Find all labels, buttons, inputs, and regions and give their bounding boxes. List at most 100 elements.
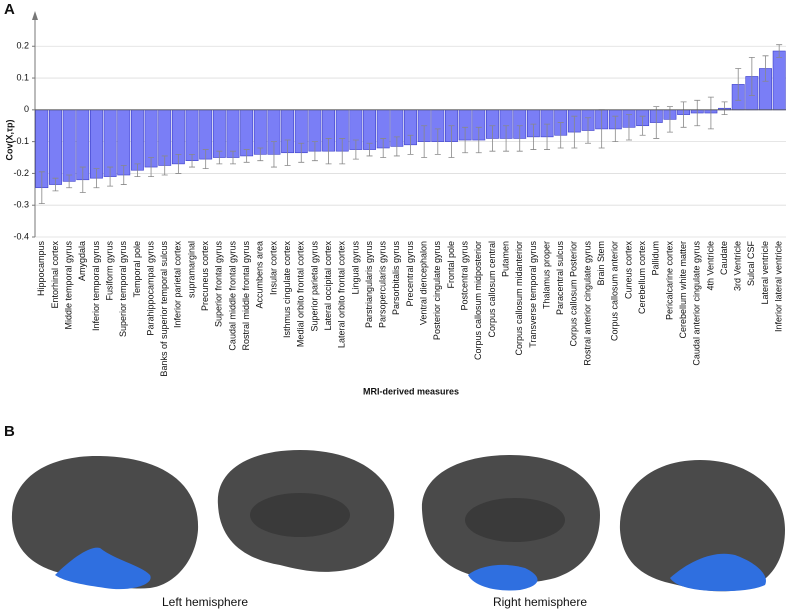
- x-tick-label: Lingual gyrus: [350, 241, 360, 295]
- x-tick-label: Caudate: [719, 241, 729, 275]
- x-tick-label: Cerebellum white matter: [678, 241, 688, 339]
- error-bar: [434, 128, 441, 155]
- x-tick-label: Brain Stem: [596, 241, 606, 286]
- x-tick-label: Thalamus proper: [541, 241, 551, 309]
- error-bar: [175, 153, 182, 174]
- error-bar: [229, 150, 236, 165]
- error-bar: [284, 139, 291, 166]
- caption: Right hemisphere: [493, 595, 587, 609]
- error-bar: [407, 134, 414, 155]
- error-bar: [694, 99, 701, 127]
- error-bar: [721, 101, 728, 116]
- x-tick-label: Accumbens area: [255, 241, 265, 309]
- x-tick-label: Putamen: [500, 241, 510, 277]
- x-tick-label: Amygdala: [77, 241, 87, 281]
- bar: [772, 50, 786, 111]
- error-bar: [93, 168, 100, 189]
- error-bar: [120, 165, 127, 185]
- y-tick-label: -0.2: [13, 168, 29, 178]
- error-bar: [707, 96, 714, 130]
- error-bar: [366, 142, 373, 157]
- error-bar: [52, 177, 59, 192]
- brain-region: [468, 564, 538, 591]
- bar: [226, 109, 240, 158]
- bar: [103, 109, 117, 177]
- x-tick-label: Parsorbitalis gyrus: [391, 241, 401, 316]
- x-tick-label: Ventral diencephalon: [419, 241, 429, 325]
- error-bar: [270, 141, 277, 168]
- x-tick-label: Rostral middle frontal gyrus: [241, 241, 251, 351]
- error-bar: [489, 125, 496, 152]
- x-tick-label: Fusiform gyrus: [104, 241, 114, 301]
- bar: [49, 109, 62, 185]
- error-bar: [776, 44, 783, 58]
- error-bar: [202, 149, 209, 170]
- x-tick-label: Corpus callosum midanterior: [514, 241, 524, 356]
- bar: [90, 109, 103, 179]
- error-bar: [161, 155, 168, 176]
- error-bar: [680, 101, 687, 128]
- error-bar: [421, 125, 428, 158]
- error-bar: [475, 126, 482, 154]
- error-bar: [448, 125, 455, 158]
- x-tick-label: Precentral gyrus: [405, 241, 415, 307]
- x-tick-label: Frontal pole: [446, 241, 456, 289]
- x-tick-label: Inferior lateral ventricle: [774, 241, 784, 332]
- error-bar: [639, 115, 646, 136]
- x-tick-label: Parstriangularis gyrus: [364, 241, 374, 329]
- x-tick-label: Inferior parietal cortex: [173, 241, 183, 329]
- y-tick-label: -0.3: [13, 200, 29, 210]
- brain-left-medial: [217, 450, 395, 572]
- y-tick-label: 0: [24, 104, 29, 114]
- error-bar: [257, 147, 264, 162]
- y-axis-label: Cov(X,τp): [4, 119, 14, 160]
- x-tick-label: Lateral ventricle: [760, 241, 770, 305]
- x-tick-label: Corpus callosum anterior: [610, 241, 620, 341]
- error-bar: [216, 150, 223, 165]
- error-bar: [666, 106, 673, 133]
- x-tick-label: 3rd Ventricle: [733, 241, 743, 291]
- error-bar: [516, 125, 523, 152]
- error-bar: [339, 138, 346, 165]
- x-tick-label: Lateral occipital cortex: [323, 241, 333, 331]
- error-bar: [748, 56, 755, 96]
- x-tick-label: supramarginal: [186, 241, 196, 298]
- plot: -0.4 -0.3 -0.2 -0.1 0 0.1 0.2 Hippocampus Entorh…: [13, 11, 786, 377]
- x-tick-label: Superior frontal gyrus: [214, 241, 224, 328]
- x-tick-label: Cerebellum cortex: [637, 241, 647, 315]
- caption: Left hemisphere: [162, 595, 248, 609]
- x-tick-label: Temporal pole: [132, 241, 142, 298]
- brain-medial-wall: [250, 493, 350, 537]
- x-tick-label: Rostral anterior cingulate gyrus: [582, 241, 592, 366]
- brain-medial-wall: [465, 498, 565, 542]
- x-tick-label: Sulcal CSF: [746, 241, 756, 287]
- error-bar: [735, 68, 742, 101]
- error-bar: [585, 117, 592, 144]
- x-tick-label: Banks of superior temporal sulcus: [159, 241, 169, 377]
- x-tick-label: Pericalcarine cortex: [664, 241, 674, 321]
- error-bar: [79, 166, 86, 193]
- x-tick-label: Inferior temporal gyrus: [91, 241, 101, 332]
- error-bar: [38, 171, 45, 205]
- panel-label: B: [4, 423, 15, 440]
- error-bar: [762, 55, 769, 82]
- panel-label: A: [4, 1, 15, 18]
- x-tick-label: Parsopercularis gyrus: [378, 241, 388, 329]
- bar: [130, 109, 144, 171]
- bar: [185, 109, 199, 162]
- y-tick-label: -0.1: [13, 136, 29, 146]
- brain-region: [670, 553, 766, 592]
- error-bar: [107, 166, 114, 187]
- x-tick-label: Medial orbito frontal cortex: [296, 241, 306, 348]
- x-tick-label: Parahippocampal gyrus: [145, 241, 155, 336]
- x-tick-label: Caudal anterior cingulate gyrus: [692, 241, 702, 366]
- brain-right-lateral: [619, 460, 785, 592]
- error-bar: [393, 136, 400, 157]
- error-bar: [311, 141, 318, 162]
- x-tick-label: Insular cortex: [268, 241, 278, 296]
- x-tick-label: Corpus callosum midposterior: [473, 241, 483, 360]
- x-tick-label: Postcentral gyrus: [459, 241, 469, 311]
- error-bar: [612, 115, 619, 143]
- error-bar: [625, 114, 632, 141]
- brain-images: [11, 450, 785, 592]
